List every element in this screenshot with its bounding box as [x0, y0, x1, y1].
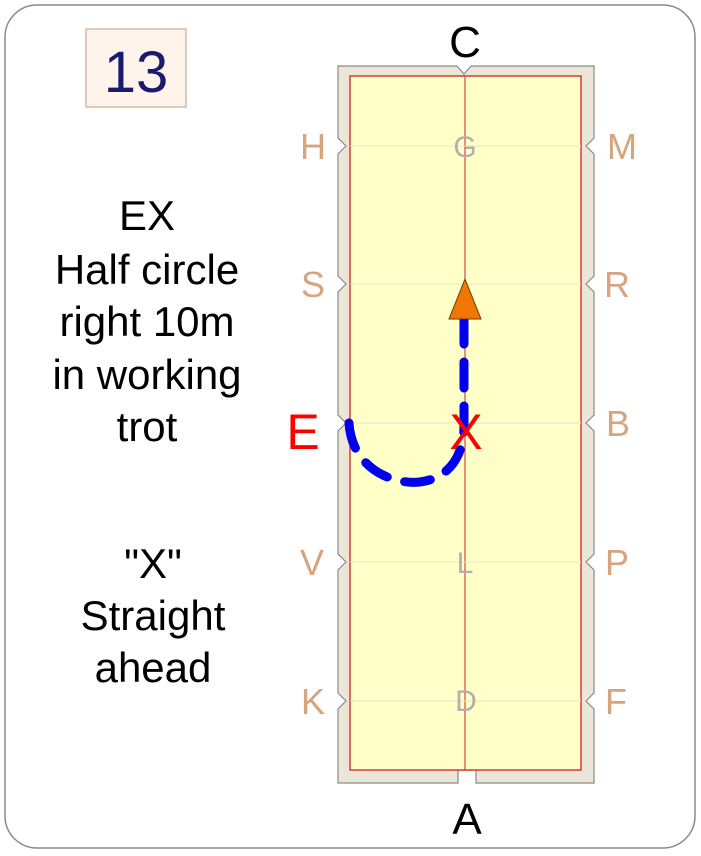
letter-f: F — [605, 681, 627, 722]
letter-a: A — [452, 795, 482, 844]
letter-e-highlighted: E — [286, 404, 319, 460]
movement-number: 13 — [104, 40, 169, 105]
letter-g: G — [453, 131, 476, 164]
instruction-line: in working — [52, 351, 241, 398]
instruction-line: Half circle — [55, 246, 239, 293]
half-circle-path — [344, 315, 469, 487]
movement-number-box: 13 — [85, 28, 187, 108]
instruction-line: trot — [117, 403, 178, 450]
instruction-line: Straight — [81, 592, 226, 639]
left-side-letters: H S E V K — [286, 126, 326, 722]
instruction-block-1: EX Half circle right 10m in working trot — [52, 192, 241, 450]
instruction-line: EX — [119, 192, 175, 239]
letter-m: M — [607, 126, 637, 167]
letter-d: D — [455, 685, 477, 718]
right-side-letters: M R B P F — [604, 126, 637, 722]
letter-p: P — [605, 542, 629, 583]
instruction-line: right 10m — [59, 298, 234, 345]
direction-arrow — [448, 277, 482, 320]
movement-path — [344, 277, 482, 487]
instruction-block-2: "X" Straight ahead — [81, 540, 226, 691]
centre-letters: G L D — [453, 131, 477, 718]
number-box-background — [85, 28, 187, 108]
letter-v: V — [300, 542, 324, 583]
instruction-line: ahead — [95, 644, 212, 691]
instruction-line: "X" — [124, 540, 182, 587]
letter-b: B — [606, 403, 630, 444]
letter-r: R — [604, 264, 630, 305]
letter-l: L — [457, 547, 474, 580]
letter-h: H — [300, 126, 326, 167]
letter-c: C — [449, 18, 481, 67]
letter-x-highlighted: X — [449, 404, 482, 460]
letter-k: K — [301, 681, 325, 722]
letter-s: S — [301, 264, 325, 305]
